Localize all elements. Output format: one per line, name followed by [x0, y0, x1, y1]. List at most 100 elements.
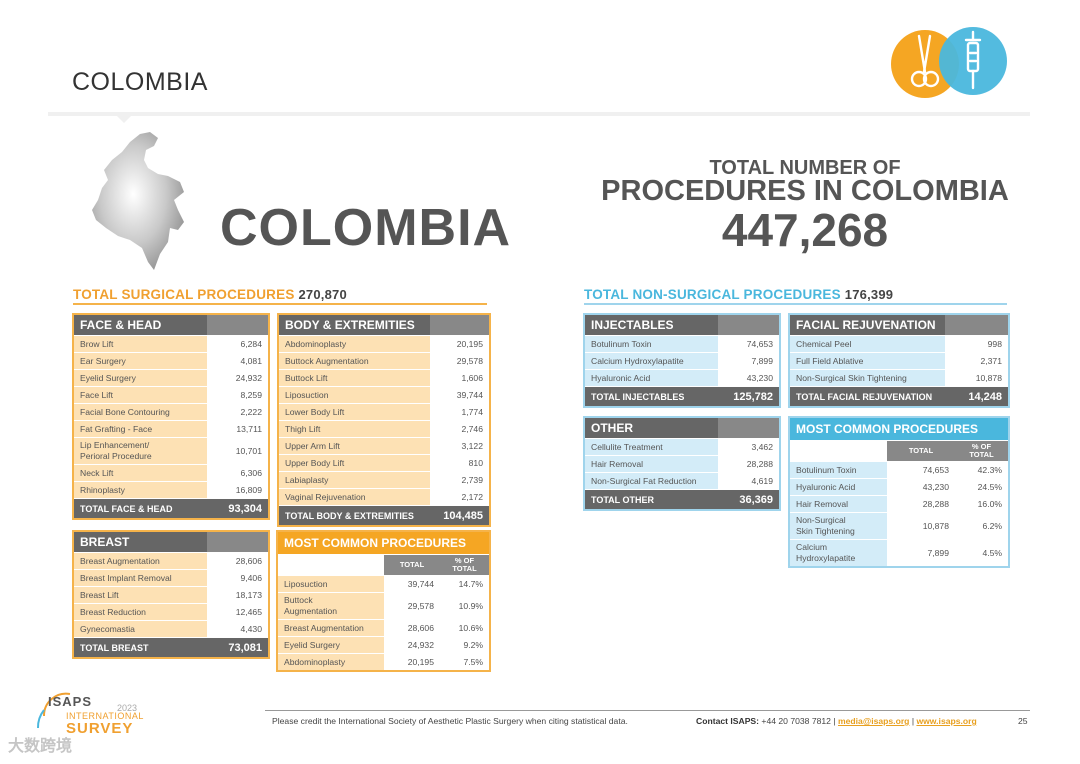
procedure-icons-logo: [891, 27, 1007, 98]
row-label: Brow Lift: [73, 335, 207, 353]
row-value: 9,406: [207, 569, 269, 587]
row-value: 20,195: [430, 335, 490, 353]
row-percent: 16.0%: [955, 495, 1010, 513]
footer-credit-text: Please credit the International Society …: [272, 716, 628, 726]
table-title: MOST COMMON PROCEDURES: [277, 531, 491, 555]
table-row: Non-Surgical Skin Tightening 10,878 6.2%: [789, 512, 1010, 540]
total-label: TOTAL FACE & HEAD: [73, 498, 207, 520]
footer-separator: |: [911, 716, 915, 726]
nonsurgical-section-heading: TOTAL NON-SURGICAL PROCEDURES 176,399: [584, 287, 893, 302]
injectables-table: INJECTABLES Botulinum Toxin 74,653 Calciu…: [583, 313, 781, 408]
survey-international-label: INTERNATIONAL: [66, 711, 144, 721]
total-procedures-label-line1: TOTAL NUMBER OF: [709, 157, 901, 179]
colombia-map-icon: [92, 132, 184, 270]
row-label: Hyaluronic Acid: [789, 478, 887, 496]
row-label: Full Field Ablative: [789, 352, 945, 370]
row-label: Cellulite Treatment: [584, 438, 718, 456]
row-value: 7,899: [718, 352, 780, 370]
table-row: Eyelid Surgery 24,932: [73, 369, 269, 387]
total-value: 36,369: [718, 489, 780, 511]
row-value: 39,744: [430, 386, 490, 404]
row-value: 2,739: [430, 471, 490, 489]
table-row: Buttock Lift 1,606: [278, 369, 490, 387]
syringe-icon: [964, 30, 982, 90]
total-label: TOTAL FACIAL REJUVENATION: [789, 386, 945, 408]
row-label: Lower Body Lift: [278, 403, 430, 421]
row-value: 13,711: [207, 420, 269, 438]
row-value: 74,653: [718, 335, 780, 353]
row-percent: 14.7%: [440, 575, 491, 593]
table-total-row: TOTAL BREAST 73,081: [73, 637, 269, 659]
other-table: OTHER Cellulite Treatment 3,462 Hair Remo…: [583, 416, 781, 511]
page-title: COLOMBIA: [72, 68, 208, 96]
contact-label: Contact ISAPS:: [696, 716, 760, 726]
total-value: 104,485: [430, 505, 490, 527]
row-value: 6,306: [207, 464, 269, 482]
row-label: Breast Augmentation: [277, 619, 384, 637]
total-label: TOTAL BODY & EXTREMITIES: [278, 505, 430, 527]
row-total: 28,606: [384, 619, 440, 637]
isaps-logo-arc-icon: [36, 692, 71, 729]
total-procedures-value: 447,268: [721, 204, 889, 256]
row-value: 1,606: [430, 369, 490, 387]
row-label: Upper Body Lift: [278, 454, 430, 472]
row-total: 39,744: [384, 575, 440, 593]
table-row: Botulinum Toxin 74,653 42.3%: [789, 461, 1010, 479]
table-row: Ear Surgery 4,081: [73, 352, 269, 370]
scissors-icon: [910, 34, 940, 88]
row-total: 7,899: [887, 539, 955, 568]
row-value: 3,122: [430, 437, 490, 455]
row-label: Upper Arm Lift: [278, 437, 430, 455]
row-label: Vaginal Rejuvenation: [278, 488, 430, 506]
row-label: Thigh Lift: [278, 420, 430, 438]
nonsurgical-section-rule: [584, 303, 1007, 305]
row-label: Liposuction: [277, 575, 384, 593]
row-label: Calcium Hydroxylapatite: [584, 352, 718, 370]
table-row: Vaginal Rejuvenation 2,172: [278, 488, 490, 506]
table-total-row: TOTAL OTHER 36,369: [584, 489, 780, 511]
footer-divider: [265, 710, 1030, 711]
contact-email-link[interactable]: media@isaps.org: [837, 716, 910, 726]
row-label: Non-Surgical Skin Tightening: [789, 369, 945, 387]
surgical-section-total: 270,870: [298, 287, 347, 302]
table-row: Breast Reduction 12,465: [73, 603, 269, 621]
nonsurgical-most-common-table: MOST COMMON PROCEDURES TOTAL % OF TOTAL …: [788, 416, 1011, 568]
row-value: 4,081: [207, 352, 269, 370]
table-row: Upper Arm Lift 3,122: [278, 437, 490, 455]
row-value: 3,462: [718, 438, 780, 456]
row-value: 43,230: [718, 369, 780, 387]
table-row: Fat Grafting - Face 13,711: [73, 420, 269, 438]
row-value: 28,288: [718, 455, 780, 473]
table-row: Upper Body Lift 810: [278, 454, 490, 472]
table-total-row: TOTAL BODY & EXTREMITIES 104,485: [278, 505, 490, 527]
row-value: 810: [430, 454, 490, 472]
column-header-blank: [789, 440, 887, 462]
row-value: 6,284: [207, 335, 269, 353]
row-label: Abdominoplasty: [278, 335, 430, 353]
row-label: Breast Reduction: [73, 603, 207, 621]
survey-label: SURVEY: [66, 720, 134, 737]
row-label: Neck Lift: [73, 464, 207, 482]
row-value: 10,878: [945, 369, 1009, 387]
column-header-total: TOTAL: [887, 440, 955, 462]
row-value: 12,465: [207, 603, 269, 621]
row-label: Chemical Peel: [789, 335, 945, 353]
table-row: Neck Lift 6,306: [73, 464, 269, 482]
row-total: 10,878: [887, 512, 955, 540]
table-header-row: OTHER: [584, 417, 780, 439]
row-total: 43,230: [887, 478, 955, 496]
table-header-row: INJECTABLES: [584, 314, 780, 336]
row-total: 74,653: [887, 461, 955, 479]
table-row: Buttock Augmentation 29,578: [278, 352, 490, 370]
table-row: Calcium Hydroxylapatite 7,899 4.5%: [789, 539, 1010, 568]
table-title: INJECTABLES: [584, 314, 718, 336]
website-link[interactable]: www.isaps.org: [916, 716, 977, 726]
table-header-row: BREAST: [73, 531, 269, 553]
row-label: Face Lift: [73, 386, 207, 404]
header-divider-notch: [115, 114, 133, 123]
row-value: 28,606: [207, 552, 269, 570]
row-label: Rhinoplasty: [73, 481, 207, 499]
table-header-blank: [207, 314, 269, 336]
table-title: FACE & HEAD: [73, 314, 207, 336]
row-label: Non-Surgical Skin Tightening: [789, 512, 887, 540]
